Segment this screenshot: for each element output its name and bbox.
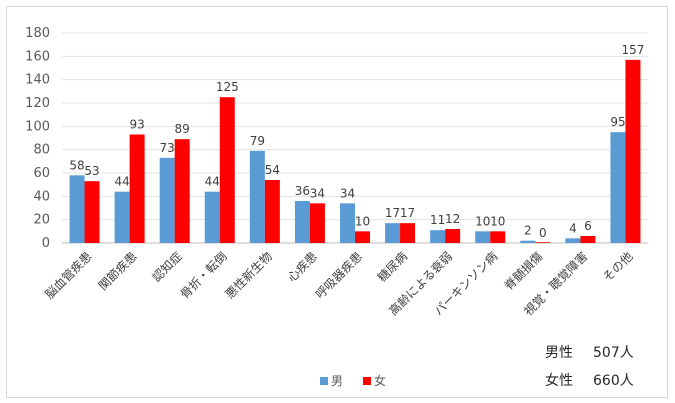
data-label: 10 [490, 214, 505, 228]
data-label: 44 [114, 175, 129, 189]
data-label: 34 [340, 186, 355, 200]
category-label: 脊髄損傷 [501, 249, 546, 294]
total-male-value: 507人 [593, 345, 634, 361]
y-tick-label: 160 [25, 49, 50, 64]
bar-female [309, 203, 325, 243]
data-label: 6 [584, 219, 592, 233]
category-label: 認知症 [149, 249, 185, 285]
y-tick-label: 0 [42, 236, 50, 251]
bar-male [114, 191, 130, 243]
bar-male [385, 223, 401, 243]
category-label: 糖尿病 [374, 249, 410, 285]
y-tick-label: 120 [25, 96, 50, 111]
bar-male [610, 132, 626, 243]
data-label: 2 [524, 224, 532, 238]
bar-male [294, 201, 310, 243]
legend-swatch-female [363, 377, 371, 385]
data-label: 79 [250, 134, 265, 148]
bar-male [520, 240, 536, 243]
category-label: 関節疾患 [95, 249, 140, 294]
data-label: 157 [622, 43, 645, 57]
bar-female [84, 181, 100, 243]
total-male: 男性 507人 [545, 342, 634, 362]
data-label: 11 [430, 213, 445, 227]
data-label: 89 [175, 122, 190, 136]
gridlines [62, 32, 648, 244]
data-label: 17 [400, 206, 415, 220]
data-label: 10 [355, 214, 370, 228]
y-tick-label: 180 [25, 26, 50, 41]
data-label: 34 [310, 186, 325, 200]
category-label: 心疾患 [284, 249, 320, 285]
legend: 男女 [320, 373, 386, 388]
bar-female [174, 139, 190, 243]
category-label: その他 [600, 249, 635, 284]
y-tick-label: 100 [25, 119, 50, 134]
data-label: 125 [216, 80, 239, 94]
bar-male [475, 231, 491, 243]
data-label: 17 [385, 206, 400, 220]
bar-female [129, 134, 145, 243]
bar-female [355, 231, 370, 243]
data-label: 36 [295, 184, 310, 198]
category-label: 骨折・転倒 [177, 249, 230, 302]
y-tick-label: 40 [33, 189, 50, 204]
bar-female [580, 236, 596, 243]
total-male-label: 男性 [545, 345, 573, 361]
y-tick-label: 80 [33, 143, 50, 158]
category-label: 悪性新生物 [222, 249, 275, 302]
data-label: 54 [265, 163, 280, 177]
data-label: 53 [84, 164, 99, 178]
bar-male [565, 238, 581, 243]
bar-female [445, 229, 461, 243]
category-label: 脳血管疾患 [42, 249, 95, 302]
bar-female [625, 59, 641, 244]
legend-label-female: 女 [374, 373, 386, 388]
data-label: 93 [129, 118, 144, 132]
total-female-value: 660人 [593, 373, 634, 389]
bar-male [340, 203, 355, 243]
bar-female [400, 223, 416, 243]
category-label: 呼吸器疾患 [312, 249, 365, 302]
total-female-label: 女性 [545, 373, 573, 389]
bar-female [264, 180, 280, 243]
bar-female [490, 231, 506, 243]
bars [69, 59, 641, 244]
y-tick-label: 20 [33, 213, 50, 228]
data-label: 44 [205, 175, 220, 189]
bar-male [430, 230, 446, 243]
bar-male [69, 175, 85, 243]
bar-male [204, 191, 220, 243]
data-label: 10 [475, 214, 490, 228]
y-axis-ticks: 0 20 40 60 80 100 120 140 160 180 [25, 26, 50, 251]
data-label: 95 [610, 115, 625, 129]
y-tick-label: 140 [25, 73, 50, 88]
total-female: 女性 660人 [545, 370, 634, 390]
bar-female [535, 242, 551, 243]
data-label: 58 [69, 158, 84, 172]
bar-male [159, 157, 175, 243]
data-label: 73 [160, 141, 175, 155]
legend-label-male: 男 [331, 374, 343, 388]
data-label: 4 [569, 221, 577, 235]
data-label: 0 [539, 226, 547, 240]
legend-swatch-male [320, 377, 328, 385]
bar-male [249, 150, 265, 243]
y-tick-label: 60 [33, 166, 50, 181]
bar-female [219, 97, 235, 244]
data-label: 12 [445, 212, 460, 226]
